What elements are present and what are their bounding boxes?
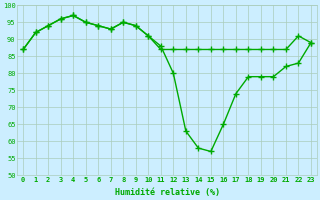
X-axis label: Humidité relative (%): Humidité relative (%) [115, 188, 220, 197]
